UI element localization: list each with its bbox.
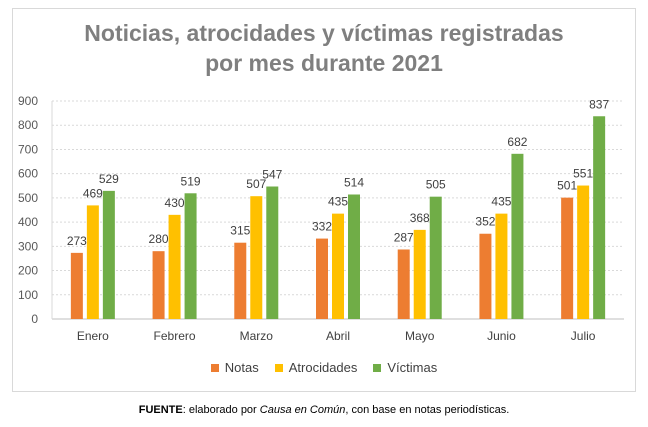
bar [70,252,83,319]
data-label: 505 [426,178,446,192]
bar [495,213,508,319]
y-tick-label: 900 [18,94,38,108]
data-label: 435 [328,195,348,209]
legend-label: Atrocidades [288,360,358,375]
x-tick-label: Febrero [154,329,196,343]
legend-item: Notas [210,360,259,375]
chart-legend: Notas Atrocidades Víctimas [0,360,648,375]
source-label: FUENTE [138,404,183,416]
data-label: 547 [262,168,282,182]
data-label: 551 [573,167,593,181]
data-label: 435 [491,195,511,209]
data-label: 287 [394,230,414,244]
legend-label: Notas [224,360,259,375]
bar [429,196,442,319]
y-tick-label: 300 [18,239,38,253]
data-label: 514 [344,175,364,189]
chart-frame [12,8,636,392]
data-label: 280 [149,232,169,246]
bar [266,186,279,319]
legend-swatch [373,363,382,372]
y-tick-label: 700 [18,142,38,156]
data-label: 519 [181,174,201,188]
legend-swatch [274,363,283,372]
bar [511,153,524,319]
legend-label: Víctimas [387,360,438,375]
bar [561,197,574,319]
y-tick-label: 0 [31,312,38,326]
x-tick-label: Mayo [405,329,435,343]
data-label: 529 [99,172,119,186]
bar [168,214,181,319]
chart-title-line-2: por mes durante 2021 [205,50,443,76]
data-label: 837 [589,97,609,111]
y-tick-label: 600 [18,167,38,181]
data-label: 682 [507,135,527,149]
data-label: 315 [230,224,250,238]
y-tick-label: 800 [18,118,38,132]
data-label: 430 [165,196,185,210]
bars [70,116,606,319]
bar [316,238,328,319]
bar [184,193,197,319]
bar [86,205,99,319]
y-tick-label: 100 [18,288,38,302]
x-tick-label: Abril [326,329,350,343]
data-label: 273 [67,234,87,248]
bar [102,190,115,319]
bar [397,249,410,319]
y-tick-label: 200 [18,264,38,278]
data-label: 352 [475,215,495,229]
source-note: FUENTE: elaborado por Causa en Común, co… [0,404,648,416]
data-label: 332 [312,220,332,234]
bar [593,116,606,319]
source-name: Causa en Común [259,404,346,416]
x-tick-label: Julio [571,329,596,343]
legend-item: Atrocidades [274,360,358,375]
data-label: 507 [246,177,266,191]
bar [234,242,247,319]
data-label: 368 [410,211,430,225]
bar [332,213,344,319]
x-tick-label: Junio [487,329,516,343]
bar [413,229,426,319]
bar [348,194,360,319]
bar [479,233,492,319]
y-tick-label: 500 [18,191,38,205]
y-axis-ticks: 0 100 200 300 400 500 600 700 800 900 [18,94,38,326]
bar [152,251,165,319]
bar [250,196,263,319]
legend-item: Víctimas [373,360,437,375]
data-label: 501 [557,179,577,193]
y-tick-label: 400 [18,215,38,229]
x-tick-label: Enero [77,329,109,343]
data-label: 469 [83,186,103,200]
chart-title: Noticias, atrocidades y víctimas registr… [12,18,636,78]
x-tick-label: Marzo [240,329,274,343]
x-axis-ticks: Enero Febrero Marzo Abril Mayo Junio Julio [77,329,596,343]
source-text-before: : elaborado por [182,404,260,416]
source-text-after: , con base en notas periodísticas. [345,404,510,416]
chart-title-line-1: Noticias, atrocidades y víctimas registr… [84,20,564,46]
bar [577,185,590,319]
legend-swatch [210,363,219,372]
